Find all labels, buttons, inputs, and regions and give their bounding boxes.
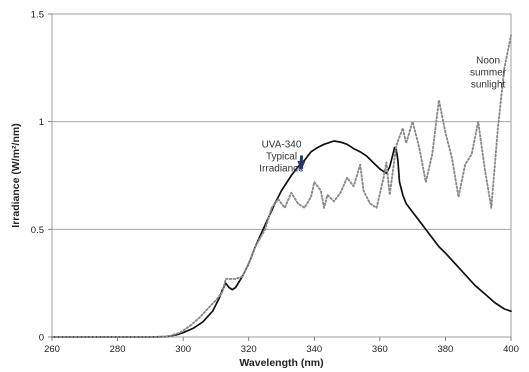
y-tick-label: 1 bbox=[39, 117, 44, 128]
x-tick-label: 340 bbox=[306, 344, 322, 355]
y-axis-title: Irradiance (W/m²/nm) bbox=[10, 123, 22, 227]
annotation-text: summer bbox=[470, 68, 507, 79]
annotation-text: sunlight bbox=[471, 80, 506, 91]
annotation-text: Irradiance bbox=[259, 164, 304, 175]
x-tick-label: 260 bbox=[44, 344, 60, 355]
x-tick-label: 320 bbox=[241, 344, 257, 355]
series-line-noon-summer-sunlight bbox=[51, 34, 512, 338]
x-tick-label: 380 bbox=[437, 344, 453, 355]
x-tick-label: 280 bbox=[110, 344, 126, 355]
y-tick-label: 0 bbox=[39, 333, 44, 344]
x-tick-label: 400 bbox=[503, 344, 519, 355]
x-tick-label: 360 bbox=[372, 344, 388, 355]
y-tick-label: 0.5 bbox=[31, 225, 44, 236]
annotation-text: Typical bbox=[266, 152, 297, 163]
x-axis-title: Wavelength (nm) bbox=[239, 357, 323, 369]
plot-area bbox=[51, 13, 512, 338]
y-tick-label: 1.5 bbox=[31, 10, 44, 21]
x-tick-label: 300 bbox=[175, 344, 191, 355]
annotation-text: UVA-340 bbox=[262, 140, 302, 151]
annotation-text: Noon bbox=[476, 56, 500, 67]
